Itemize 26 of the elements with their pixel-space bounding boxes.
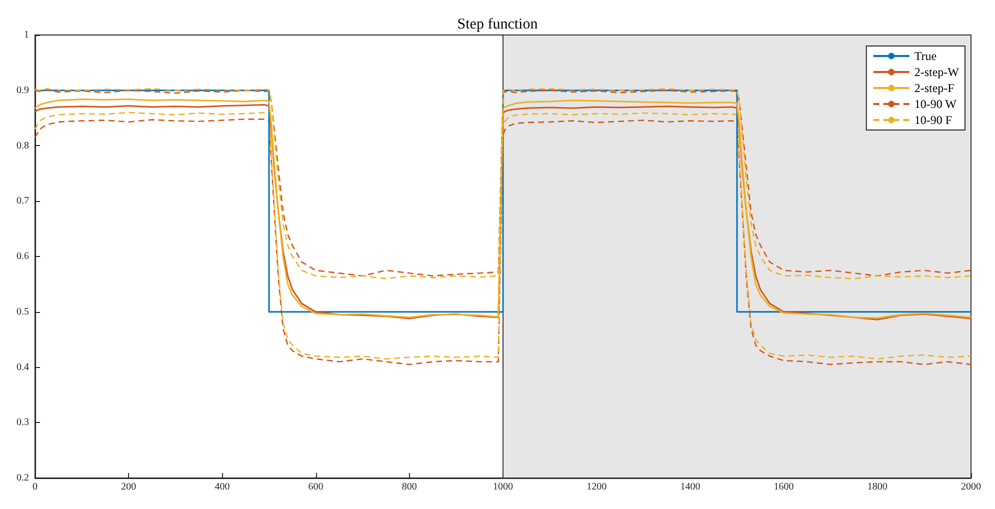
x-tick-label: 1000 (493, 482, 513, 492)
y-tick-label: 0.8 (16, 140, 29, 152)
x-tick-label: 1800 (867, 482, 888, 492)
x-tick-label: 400 (214, 482, 230, 492)
x-tick-label: 1200 (586, 482, 607, 492)
legend-label: 2-step-W (914, 65, 960, 79)
legend-label: 10-90 F (914, 113, 952, 127)
x-tick-label: 800 (402, 482, 417, 492)
chart-title: Step function (457, 16, 538, 32)
legend-label: 2-step-F (914, 81, 955, 95)
x-tick-label: 0 (32, 482, 38, 492)
legend-label: 10-90 W (914, 97, 958, 111)
y-tick-label: 0.3 (16, 417, 29, 428)
x-tick-label: 1400 (680, 482, 700, 492)
y-tick-label: 0.5 (16, 306, 29, 318)
legend-label: True (914, 49, 937, 63)
y-tick-label: 0.9 (16, 84, 29, 96)
x-tick-label: 200 (121, 482, 136, 492)
x-tick-label: 600 (308, 482, 324, 492)
x-tick-label: 2000 (961, 482, 981, 492)
y-tick-label: 0.4 (16, 362, 29, 373)
y-tick-label: 0.7 (16, 196, 29, 207)
x-tick-label: 1600 (774, 482, 794, 492)
y-tick-label: 1 (24, 30, 29, 40)
y-tick-label: 0.6 (16, 251, 29, 262)
y-tick-label: 0.2 (16, 472, 29, 484)
